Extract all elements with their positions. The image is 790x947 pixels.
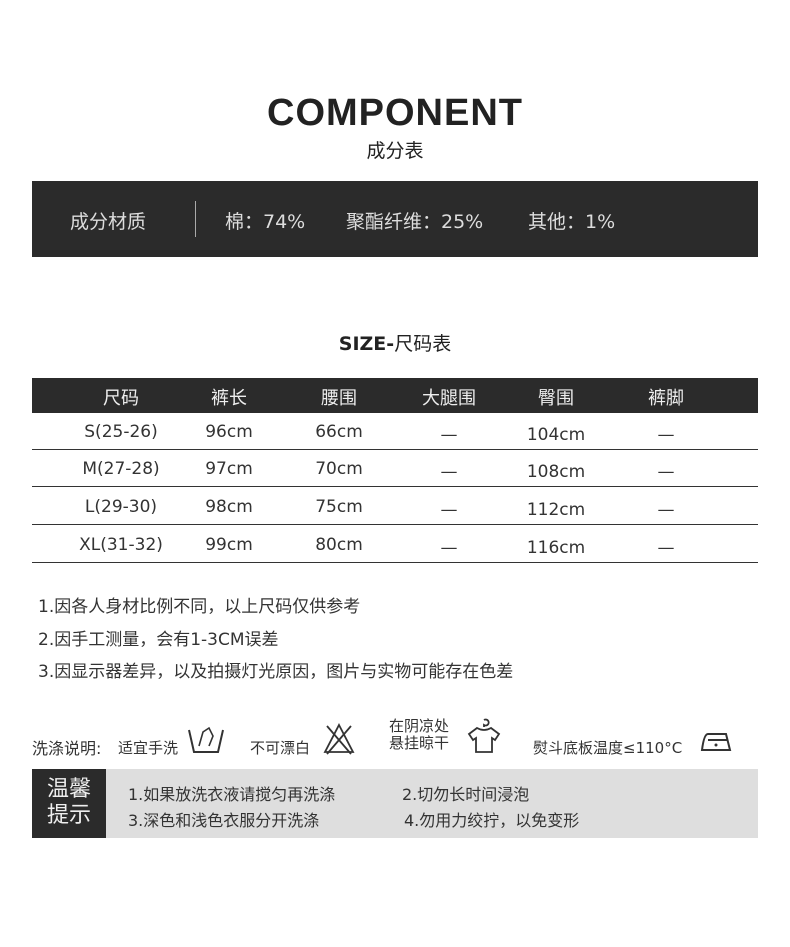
cell-thigh: — (440, 425, 458, 445)
composition-label: 成分材质 (70, 211, 147, 233)
cell-waist: 66cm (315, 422, 363, 442)
tip-item: 1.如果放洗衣液请搅匀再洗涤 (128, 785, 336, 804)
tip-item: 3.深色和浅色衣服分开洗涤 (128, 811, 320, 830)
table-row: M(27-28) 97cm 70cm — 108cm — (32, 450, 758, 487)
cell-hip: 112cm (526, 500, 586, 520)
tip-item: 2.切勿长时间浸泡 (402, 785, 530, 804)
table-row: L(29-30) 98cm 75cm — 112cm — (32, 488, 758, 525)
page-title: COMPONENT (267, 92, 523, 134)
washing-instructions: 洗涤说明: 适宜手洗 不可漂白 在阴凉处 悬挂晾干 熨斗底板温度≤110°C (32, 718, 772, 768)
cell-length: 99cm (205, 535, 253, 555)
col-header: 尺码 (103, 388, 139, 409)
cell-waist: 80cm (315, 535, 363, 555)
composition-polyester: 聚酯纤维：25% (346, 211, 484, 233)
note: 1.因各人身材比例不同，以上尺码仅供参考 (38, 597, 361, 617)
page-subtitle: 成分表 (366, 140, 424, 162)
composition-bar: 成分材质 棉：74% 聚酯纤维：25% 其他：1% (32, 181, 758, 257)
tip-item: 4.勿用力绞拧，以免变形 (404, 811, 580, 830)
cell-size: L(29-30) (84, 497, 158, 517)
cell-hip: 108cm (526, 462, 586, 482)
no-bleach-icon (323, 723, 355, 755)
hang-dry-shirt-icon (467, 718, 501, 753)
table-row: XL(31-32) 99cm 80cm — 116cm — (32, 526, 758, 563)
col-header: 腰围 (321, 388, 357, 409)
cell-thigh: — (440, 500, 458, 520)
tips-label: 温馨 提示 (32, 769, 106, 838)
size-title-bold: SIZE- (338, 333, 395, 355)
composition-other: 其他：1% (528, 211, 616, 233)
table-row: S(25-26) 96cm 66cm — 104cm — (32, 413, 758, 450)
size-table-header: 尺码 裤长 腰围 大腿围 臀围 裤脚 (32, 378, 758, 413)
hand-wash-text: 适宜手洗 (118, 739, 179, 757)
col-header: 大腿围 (422, 388, 476, 409)
cell-waist: 75cm (315, 497, 363, 517)
cell-size: S(25-26) (84, 422, 158, 442)
cell-hip: 116cm (526, 538, 586, 558)
cell-thigh: — (440, 462, 458, 482)
tips-box: 温馨 提示 1.如果放洗衣液请搅匀再洗涤 2.切勿长时间浸泡 3.深色和浅色衣服分… (32, 769, 758, 838)
cell-hem: — (657, 538, 675, 558)
cell-hip: 104cm (526, 425, 586, 445)
note: 3.因显示器差异，以及拍摄灯光原因，图片与实物可能存在色差 (38, 662, 514, 682)
cell-waist: 70cm (315, 459, 363, 479)
washing-label: 洗涤说明: (32, 739, 102, 758)
note: 2.因手工测量，会有1-3CM误差 (38, 630, 279, 650)
cell-size: M(27-28) (82, 459, 160, 479)
size-title-rest: 尺码表 (394, 333, 452, 355)
hand-wash-icon (188, 726, 224, 753)
divider (195, 201, 196, 237)
iron-icon (700, 733, 732, 751)
cell-hem: — (657, 425, 675, 445)
iron-text: 熨斗底板温度≤110°C (533, 739, 683, 757)
cell-hem: — (657, 462, 675, 482)
no-bleach-text: 不可漂白 (250, 739, 311, 757)
tips-label-line: 提示 (46, 803, 91, 828)
hang-dry-line: 悬挂晾干 (389, 734, 450, 752)
col-header: 裤长 (211, 388, 247, 409)
cell-hem: — (657, 500, 675, 520)
cell-thigh: — (440, 538, 458, 558)
cell-length: 98cm (205, 497, 253, 517)
cell-length: 96cm (205, 422, 253, 442)
col-header: 臀围 (538, 388, 574, 409)
size-title: SIZE-尺码表 (0, 329, 790, 356)
hang-dry-text: 在阴凉处 悬挂晾干 (389, 718, 449, 752)
col-header: 裤脚 (648, 388, 684, 409)
composition-cotton: 棉：74% (225, 211, 306, 233)
cell-length: 97cm (205, 459, 253, 479)
cell-size: XL(31-32) (79, 535, 163, 555)
tips-label-line: 温馨 (46, 777, 91, 802)
hang-dry-line: 在阴凉处 (389, 717, 450, 735)
